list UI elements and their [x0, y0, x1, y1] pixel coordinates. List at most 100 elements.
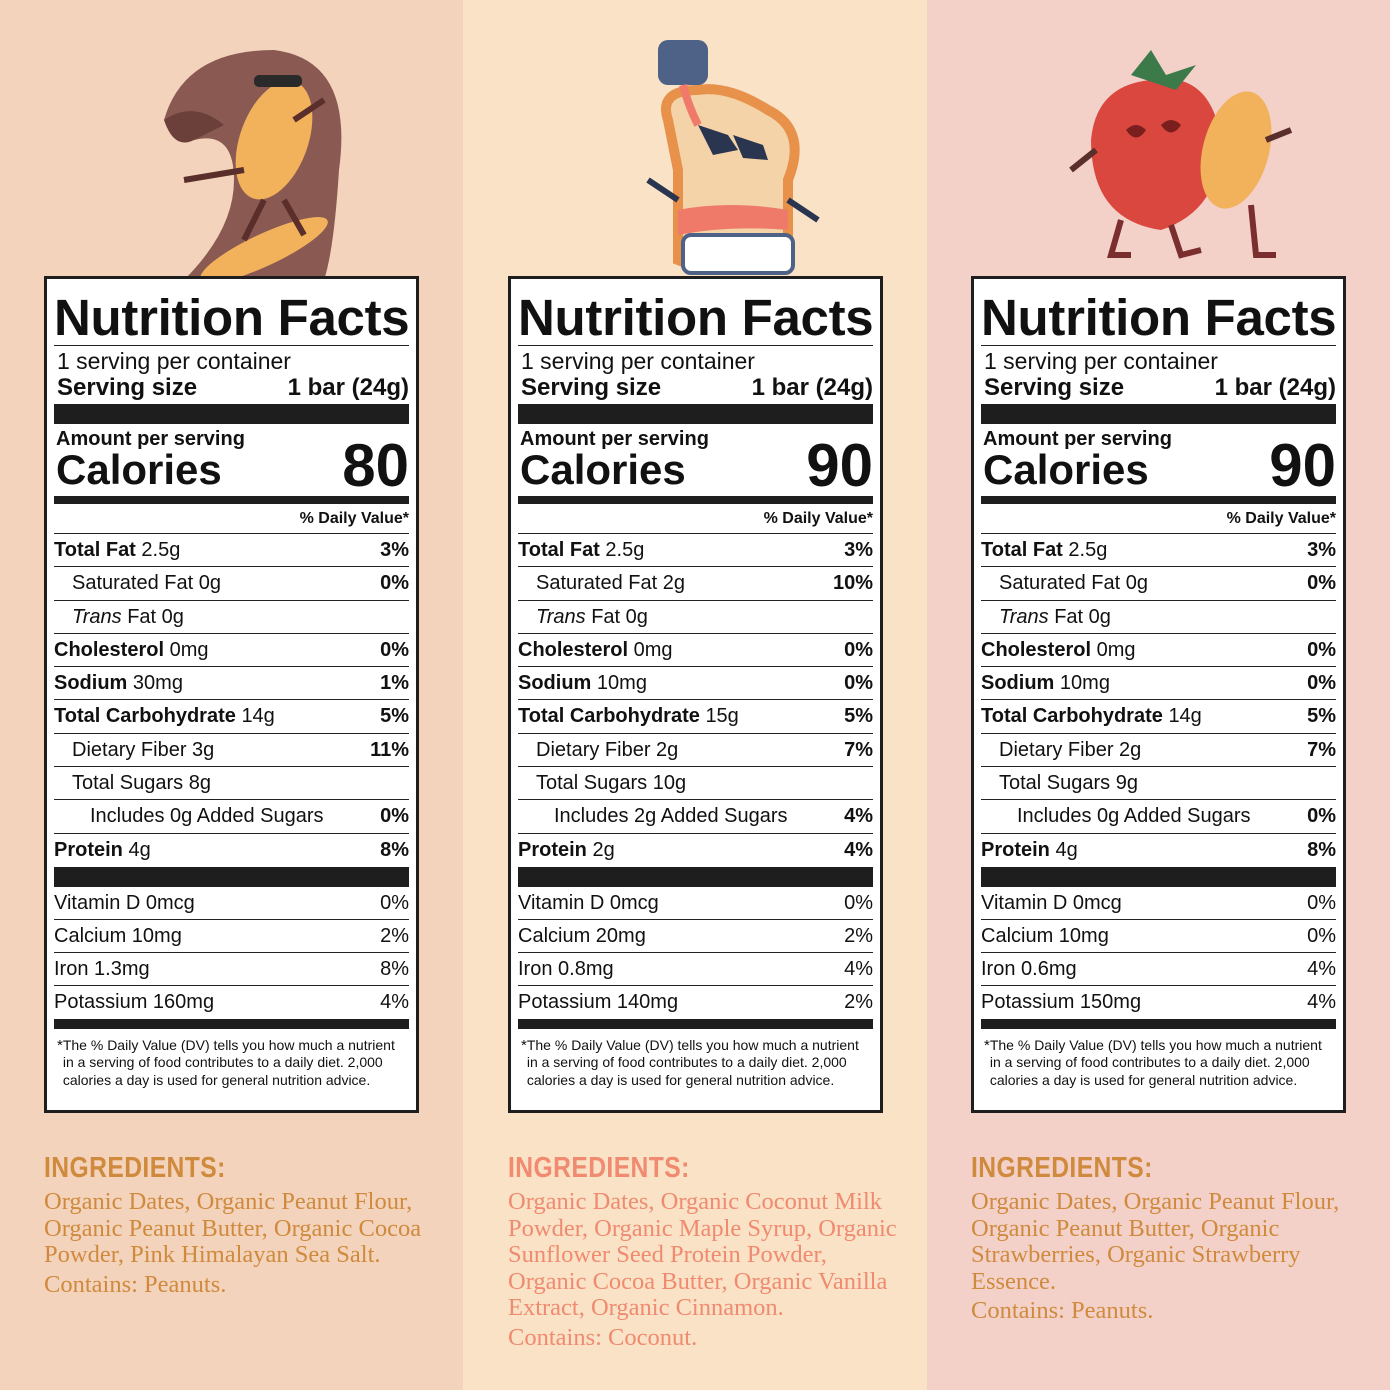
nutrient-row: Trans Fat 0g [54, 601, 409, 634]
divider-thick [518, 404, 873, 424]
vitamin-name: Potassium 160mg [54, 990, 215, 1013]
nutrient-row: Total Carbohydrate 15g 5% [518, 700, 873, 734]
nutrient-row: Total Sugars 8g [54, 767, 409, 801]
vitamin-daily-value: 2% [380, 924, 409, 947]
nutrient-amount: 14g [1168, 705, 1202, 728]
nutrient-daily-value: 10% [832, 572, 873, 595]
calories-block: Amount per serving Calories 90 [518, 424, 873, 499]
servings-per-container: 1 serving per container [57, 348, 291, 374]
calories-block: Amount per serving Calories 80 [54, 424, 409, 499]
divider-thick [54, 404, 409, 424]
ingredients-list: Organic Dates, Organic Peanut Flour, Org… [971, 1188, 1340, 1295]
nutrient-daily-value: 0% [1307, 572, 1336, 595]
nutrient-name: Total Fat [518, 539, 600, 561]
nutrient-name: Dietary Fiber [72, 738, 187, 761]
nutrient-name: Total Fat [981, 539, 1063, 561]
strawberry-and-peanut-jumping-icon [1069, 50, 1293, 259]
divider-medium [54, 1018, 409, 1029]
nutrient-row: Total Fat 2.5g 3% [54, 534, 409, 568]
vitamin-row: Vitamin D 0mcg 0% [54, 887, 409, 920]
nutrient-name: Sodium [54, 672, 128, 695]
servings-per-container: 1 serving per container [984, 348, 1218, 374]
nutrient-name-rest: Fat [591, 605, 621, 628]
nutrient-daily-value: 1% [380, 672, 409, 695]
nutrient-daily-value: 0% [1307, 638, 1336, 661]
calories-label: Calories [56, 446, 222, 493]
product-column: Nutrition Facts 1 serving per container … [927, 0, 1390, 1390]
nutrient-row: Total Carbohydrate 14g 5% [54, 700, 409, 734]
nutrient-daily-value: 11% [370, 738, 409, 761]
vitamin-name: Calcium 10mg [981, 924, 1109, 947]
nutrient-amount: 4g [1055, 838, 1078, 861]
divider-medium [518, 496, 873, 504]
vitamin-name: Potassium 140mg [518, 990, 679, 1013]
nutrient-daily-value: 0% [844, 672, 873, 695]
vitamin-daily-value: 4% [1307, 957, 1336, 980]
vitamin-row: Calcium 10mg 0% [981, 920, 1336, 953]
calories-label: Calories [520, 446, 686, 493]
vitamin-row: Iron 1.3mg 8% [54, 953, 409, 986]
ingredients-heading: INGREDIENTS: [971, 1152, 1153, 1184]
nutrient-amount: 3g [192, 738, 215, 761]
nutrient-amount: 0mg [633, 638, 673, 661]
daily-value-header: % Daily Value* [981, 504, 1336, 534]
nutrient-row: Protein 2g 4% [518, 834, 873, 867]
vitamin-daily-value: 4% [844, 957, 873, 980]
serving-size-row: Serving size 1 bar (24g) [518, 374, 873, 404]
vitamin-daily-value: 0% [1307, 924, 1336, 947]
amount-per-serving-label: Amount per serving [983, 428, 1172, 450]
ingredients-section: INGREDIENTS: Organic Dates, Organic Coco… [508, 1152, 908, 1351]
amount-per-serving-label: Amount per serving [56, 428, 245, 450]
nutrient-daily-value: 8% [380, 838, 409, 861]
nutrient-name: Total Sugars [536, 772, 648, 795]
nutrient-amount: 0g [1088, 605, 1111, 628]
label-title: Nutrition Facts [981, 289, 1337, 346]
nutrient-name: Total Sugars [72, 772, 184, 795]
nutrient-row: Dietary Fiber 3g 11% [54, 734, 409, 768]
nutrient-amount: 14g [241, 705, 275, 728]
nutrient-daily-value: 4% [844, 838, 873, 861]
nutrient-amount: 30mg [132, 672, 183, 695]
calories-label: Calories [983, 446, 1149, 493]
nutrition-facts-label: Nutrition Facts 1 serving per container … [44, 276, 419, 1113]
nutrient-name-rest: Fat [127, 605, 157, 628]
divider-thick [518, 866, 873, 887]
nutrient-row: Saturated Fat 0g 0% [54, 567, 409, 601]
nutrient-row: Sodium 30mg 1% [54, 667, 409, 701]
nutrient-amount: 0g [625, 605, 648, 628]
nutrient-daily-value: 0% [380, 572, 409, 595]
nutrient-row: Includes 0g Added Sugars 0% [981, 800, 1336, 834]
nutrient-daily-value: 5% [380, 705, 409, 728]
nutrient-amount: 9g [1115, 772, 1138, 795]
nutrient-amount: 2.5g [1068, 539, 1108, 561]
nutrient-daily-value: 0% [844, 638, 873, 661]
ingredients-section: INGREDIENTS: Organic Dates, Organic Pean… [971, 1152, 1371, 1325]
footnote: * The % Daily Value (DV) tells you how mu… [981, 1029, 1336, 1090]
nutrient-row: Protein 4g 8% [981, 834, 1336, 867]
vitamin-name: Iron 1.3mg [54, 957, 150, 980]
vitamin-daily-value: 0% [1307, 891, 1336, 914]
nutrient-name: Saturated Fat [536, 572, 658, 595]
nutrient-amount: 0g [161, 605, 184, 628]
nutrient-name: Saturated Fat [72, 572, 194, 595]
vitamin-name: Iron 0.6mg [981, 957, 1077, 980]
divider-medium [518, 1018, 873, 1029]
nutrient-row: Trans Fat 0g [981, 601, 1336, 634]
nutrient-daily-value: 7% [1307, 738, 1336, 761]
nutrient-amount: 0mg [169, 638, 209, 661]
calories-value: 90 [806, 432, 873, 499]
nutrient-name: Protein [981, 838, 1050, 861]
calories-value: 80 [342, 432, 409, 499]
vitamin-daily-value: 2% [844, 924, 873, 947]
nutrient-amount: 0mg [1096, 638, 1136, 661]
footnote: * The % Daily Value (DV) tells you how mu… [518, 1029, 873, 1090]
allergen-statement: Contains: Peanuts. [44, 1270, 227, 1298]
nutrient-row: Total Sugars 10g [518, 767, 873, 801]
product-column: Nutrition Facts 1 serving per container … [463, 0, 927, 1390]
vitamin-name: Iron 0.8mg [518, 957, 614, 980]
nutrient-name: Total Sugars [999, 772, 1111, 795]
vitamin-name: Potassium 150mg [981, 990, 1142, 1013]
serving-size-label: Serving size [984, 374, 1125, 401]
nutrient-row: Sodium 10mg 0% [981, 667, 1336, 701]
vitamin-row: Potassium 150mg 4% [981, 986, 1336, 1019]
